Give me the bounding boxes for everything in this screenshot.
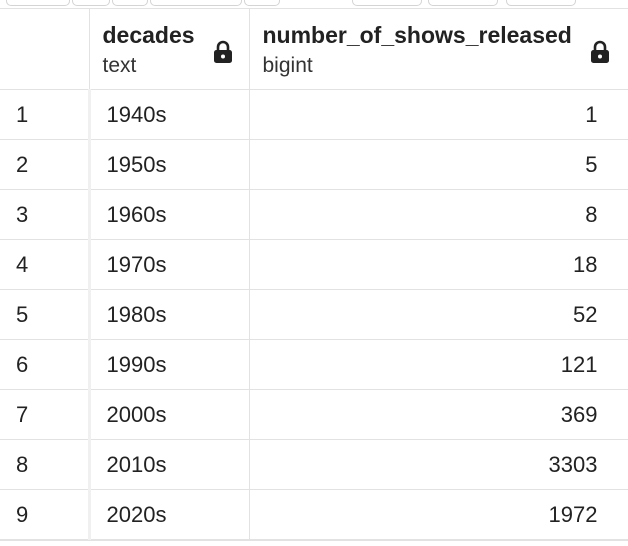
toolbar-button[interactable] [72, 0, 110, 6]
table-row[interactable]: 4 1970s 18 [0, 239, 628, 290]
column-header-decades[interactable]: decades text [89, 8, 250, 90]
toolbar-button[interactable] [506, 0, 576, 6]
cell-decades[interactable]: 1940s [87, 89, 250, 140]
cell-number-of-shows-released[interactable]: 1 [249, 89, 628, 140]
lock-icon [590, 40, 609, 63]
toolbar-edge [0, 0, 628, 8]
toolbar-button[interactable] [352, 0, 422, 6]
column-type: text [102, 54, 137, 77]
row-number: 6 [0, 339, 90, 390]
table-row[interactable]: 6 1990s 121 [0, 339, 628, 390]
table-row[interactable]: 7 2000s 369 [0, 389, 628, 440]
column-name: number_of_shows_released [262, 22, 572, 48]
header-row: decades text number_of_shows_released bi… [0, 8, 628, 90]
row-number: 3 [0, 189, 90, 240]
result-grid: decades text number_of_shows_released bi… [0, 8, 628, 540]
cell-number-of-shows-released[interactable]: 1972 [249, 489, 628, 540]
row-number: 2 [0, 139, 90, 190]
cell-number-of-shows-released[interactable]: 18 [249, 239, 628, 290]
cell-decades[interactable]: 1950s [87, 139, 250, 190]
cell-number-of-shows-released[interactable]: 5 [249, 139, 628, 190]
cell-decades[interactable]: 2000s [87, 389, 250, 440]
cell-number-of-shows-released[interactable]: 3303 [249, 439, 628, 490]
cell-decades[interactable]: 1990s [87, 339, 250, 390]
column-type: bigint [262, 54, 313, 77]
toolbar-button[interactable] [112, 0, 148, 6]
cell-decades[interactable]: 2020s [87, 489, 250, 540]
column-name: decades [102, 22, 195, 48]
row-number: 7 [0, 389, 90, 440]
cell-decades[interactable]: 1960s [87, 189, 250, 240]
cell-decades[interactable]: 2010s [87, 439, 250, 490]
table-row[interactable]: 2 1950s 5 [0, 139, 628, 190]
row-number: 4 [0, 239, 90, 290]
row-number: 1 [0, 89, 90, 140]
cell-number-of-shows-released[interactable]: 52 [249, 289, 628, 340]
cell-decades[interactable]: 1970s [87, 239, 250, 290]
table-row[interactable]: 3 1960s 8 [0, 189, 628, 240]
table-row[interactable]: 9 2020s 1972 [0, 489, 628, 540]
row-number: 8 [0, 439, 90, 490]
lock-icon [213, 40, 232, 63]
cell-number-of-shows-released[interactable]: 369 [249, 389, 628, 440]
cell-decades[interactable]: 1980s [87, 289, 250, 340]
table-row[interactable]: 1 1940s 1 [0, 89, 628, 140]
cell-number-of-shows-released[interactable]: 8 [249, 189, 628, 240]
column-header-number-of-shows-released[interactable]: number_of_shows_released bigint [249, 8, 628, 90]
toolbar-button[interactable] [150, 0, 242, 6]
toolbar-button[interactable] [244, 0, 280, 6]
cell-number-of-shows-released[interactable]: 121 [249, 339, 628, 390]
row-number: 9 [0, 489, 90, 540]
table-row[interactable]: 8 2010s 3303 [0, 439, 628, 490]
row-number: 5 [0, 289, 90, 340]
row-number-header [0, 8, 90, 90]
toolbar-button[interactable] [6, 0, 70, 6]
grid-bottom-edge [0, 540, 628, 546]
toolbar-button[interactable] [428, 0, 498, 6]
table-row[interactable]: 5 1980s 52 [0, 289, 628, 340]
